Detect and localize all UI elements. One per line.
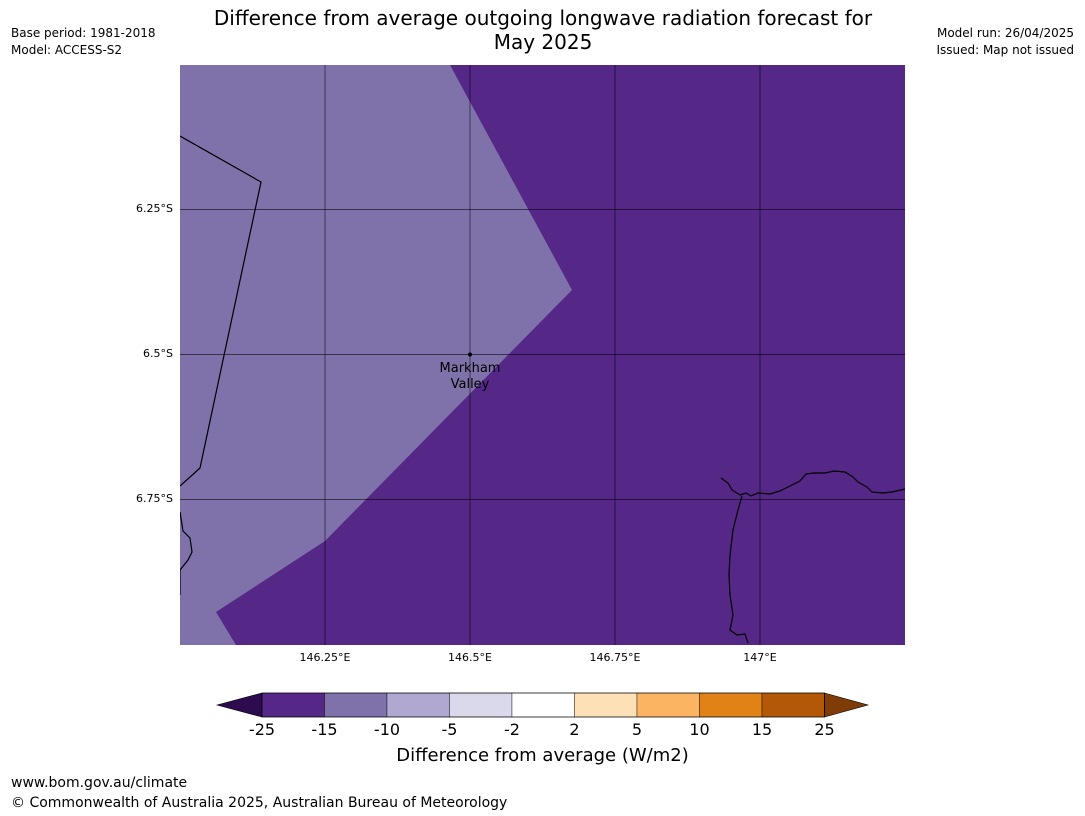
colorbar-tick: -15 [311,720,338,739]
colorbar-tick: 15 [751,720,773,739]
model-run: Model run: 26/04/2025 [936,26,1074,40]
issued-status: Issued: Map not issued [936,43,1074,57]
colorbar [215,690,870,720]
province-boundary-west [179,135,262,487]
footer-copyright: © Commonwealth of Australia 2025, Austra… [11,795,508,811]
place-label-line-1: Markham [440,361,501,376]
coastline-west [179,511,193,595]
colorbar-segment [761,692,825,718]
colorbar-segment [636,692,700,718]
lat-label-6-5: 6.5°S [143,347,173,360]
meta-left: Base period: 1981-2018 Model: ACCESS-S2 [11,25,156,59]
coastline-east-north [720,470,906,497]
markham-valley-marker[interactable] [468,352,472,357]
colorbar-segment [386,692,450,718]
colorbar-segment [449,692,513,718]
colorbar-tick: -10 [373,720,401,739]
base-period: Base period: 1981-2018 [11,26,156,40]
coastline-east-south [728,495,749,644]
lon-label-146-25: 146.25°E [299,651,351,664]
graticule [180,65,905,645]
place-label-line-2: Valley [451,377,490,392]
colorbar-tick: -5 [441,720,458,739]
model-name: Model: ACCESS-S2 [11,43,123,57]
map-title: Difference from average outgoing longwav… [186,6,900,54]
colorbar-svg [215,692,870,718]
colorbar-tick: -25 [248,720,276,739]
lat-label-6-25: 6.25°S [136,202,173,215]
colorbar-outline [261,692,825,718]
boundaries [179,135,906,644]
map-svg: Markham Valley [179,65,906,645]
colorbar-segment [324,692,388,718]
colorbar-extend-low [215,692,263,718]
colorbar-tick: 10 [689,720,710,739]
title-line-1: Difference from average outgoing longwav… [213,6,873,30]
title-line-2: May 2025 [493,30,593,54]
colorbar-tick: 5 [631,720,643,739]
colorbar-segment [699,692,763,718]
colorbar-segment [511,692,575,718]
footer-url[interactable]: www.bom.gov.au/climate [11,775,188,791]
meta-right: Model run: 26/04/2025 Issued: Map not is… [936,25,1074,59]
colorbar-extend-high [824,692,870,718]
colorbar-tick: 25 [814,720,835,739]
colorbar-label: Difference from average (W/m2) [396,745,689,766]
lon-label-147: 147°E [743,651,777,664]
lon-label-146-5: 146.5°E [448,651,492,664]
colorbar-segment [574,692,638,718]
lon-label-146-75: 146.75°E [589,651,641,664]
anomaly-region-light [180,65,572,645]
map-panel[interactable]: Markham Valley [179,65,906,645]
colorbar-segment [261,692,325,718]
colorbar-tick: -2 [504,720,520,739]
lat-label-6-75: 6.75°S [136,492,173,505]
colorbar-tick: 2 [569,720,580,739]
